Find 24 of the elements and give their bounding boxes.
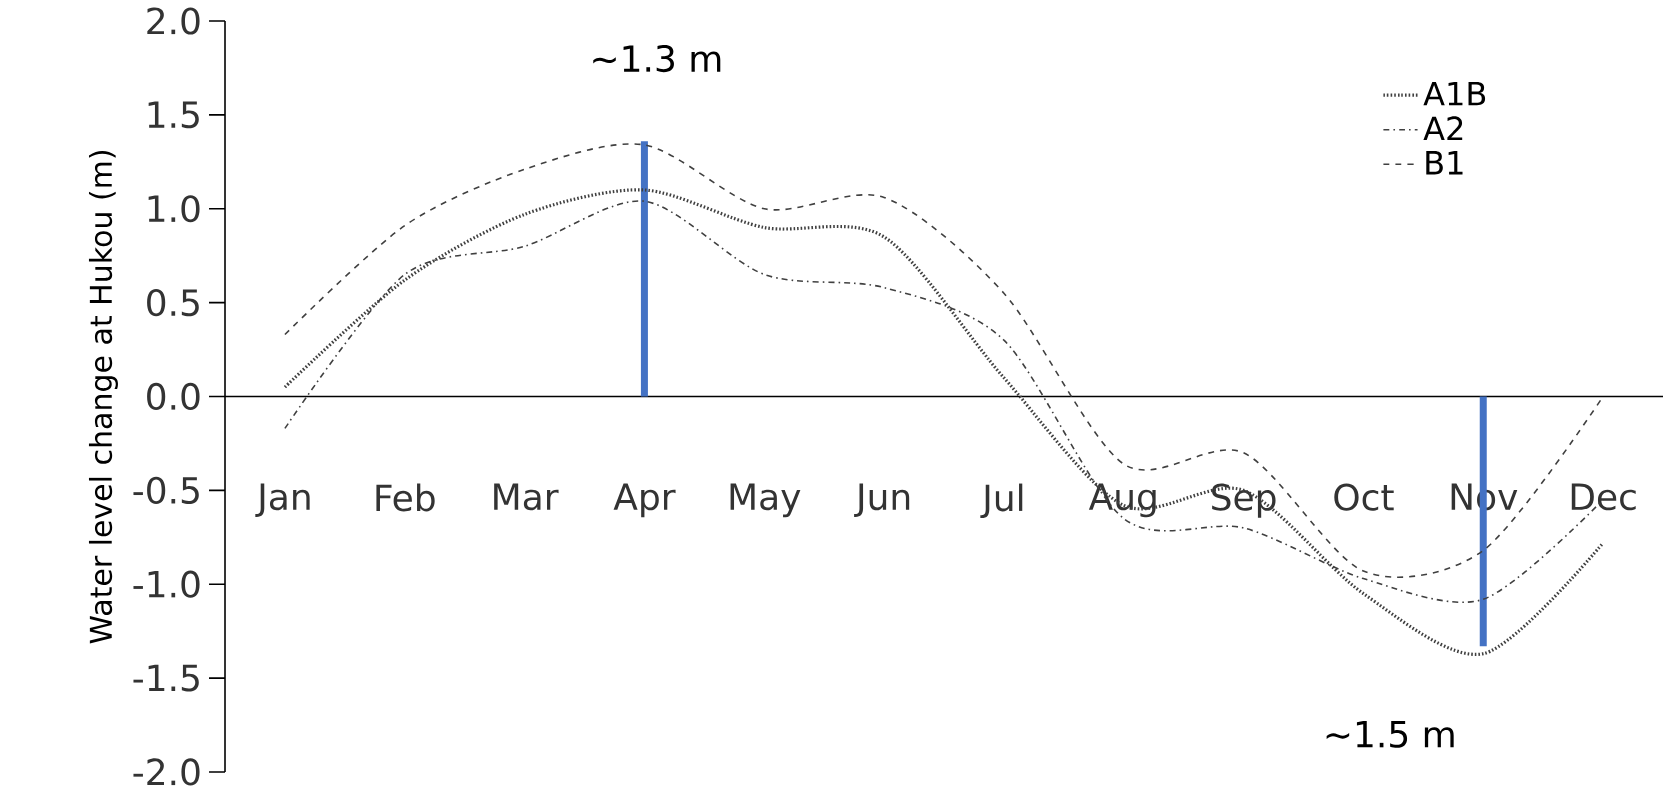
y-axis-title: Water level change at Hukou (m): [88, 150, 118, 644]
x-tick-label: Jul: [980, 483, 1023, 519]
y-tick-label: -1.5: [133, 664, 199, 692]
legend-label: A1B: [1423, 81, 1486, 106]
y-tick-label: -0.5: [133, 476, 199, 504]
legend-label: A2: [1423, 116, 1463, 141]
x-tick-label: Mar: [494, 483, 559, 511]
y-tick-label: 0.0: [147, 382, 200, 411]
annotation: ~1.5 m: [1326, 721, 1454, 748]
x-tick-label: Feb: [376, 483, 435, 512]
x-tick-label: Jan: [255, 483, 310, 518]
x-tick-label: Jun: [854, 483, 910, 518]
y-tick-label: 1.5: [148, 101, 199, 129]
y-tick-label: -1.0: [133, 570, 200, 598]
y-tick-label: -2.0: [133, 758, 200, 786]
x-tick-label: Oct: [1334, 483, 1394, 511]
y-tick-label: 2.0: [147, 7, 200, 35]
x-tick-label: Dec: [1571, 483, 1636, 511]
y-tick-label: 1.0: [148, 195, 200, 223]
legend-label: B1: [1426, 151, 1463, 175]
annotation: ~1.3 m: [593, 44, 721, 73]
x-tick-label: May: [730, 483, 801, 518]
x-tick-label: Apr: [613, 483, 676, 518]
y-tick-label: 0.5: [147, 289, 199, 317]
